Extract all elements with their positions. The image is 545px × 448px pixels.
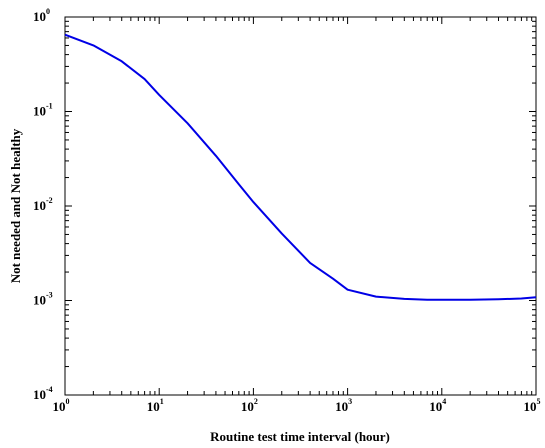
- x-tick-label: 104: [429, 397, 446, 414]
- axis-ticks: [64, 16, 537, 396]
- series-line-1: [64, 33, 537, 301]
- y-tick-label: 10-1: [33, 102, 53, 119]
- plot-area: [64, 16, 537, 396]
- y-tick-label: 10-2: [33, 196, 53, 213]
- x-tick-labels: 100 101 102 103 104 105: [53, 397, 541, 414]
- y-tick-label: 10-3: [33, 291, 53, 308]
- x-tick-label: 101: [147, 397, 164, 414]
- x-tick-label: 102: [241, 397, 258, 414]
- y-tick-label: 100: [33, 7, 50, 24]
- x-tick-label: 103: [335, 397, 352, 414]
- y-axis-label: Not needed and Not healthy: [8, 128, 23, 283]
- y-tick-labels: 100 10-1 10-2 10-3 10-4: [33, 7, 53, 402]
- series-lines: [64, 33, 537, 301]
- x-tick-label: 100: [53, 397, 70, 414]
- x-tick-label: 105: [524, 397, 541, 414]
- y-tick-label: 10-4: [33, 385, 53, 402]
- x-axis-label: Routine test time interval (hour): [210, 429, 390, 444]
